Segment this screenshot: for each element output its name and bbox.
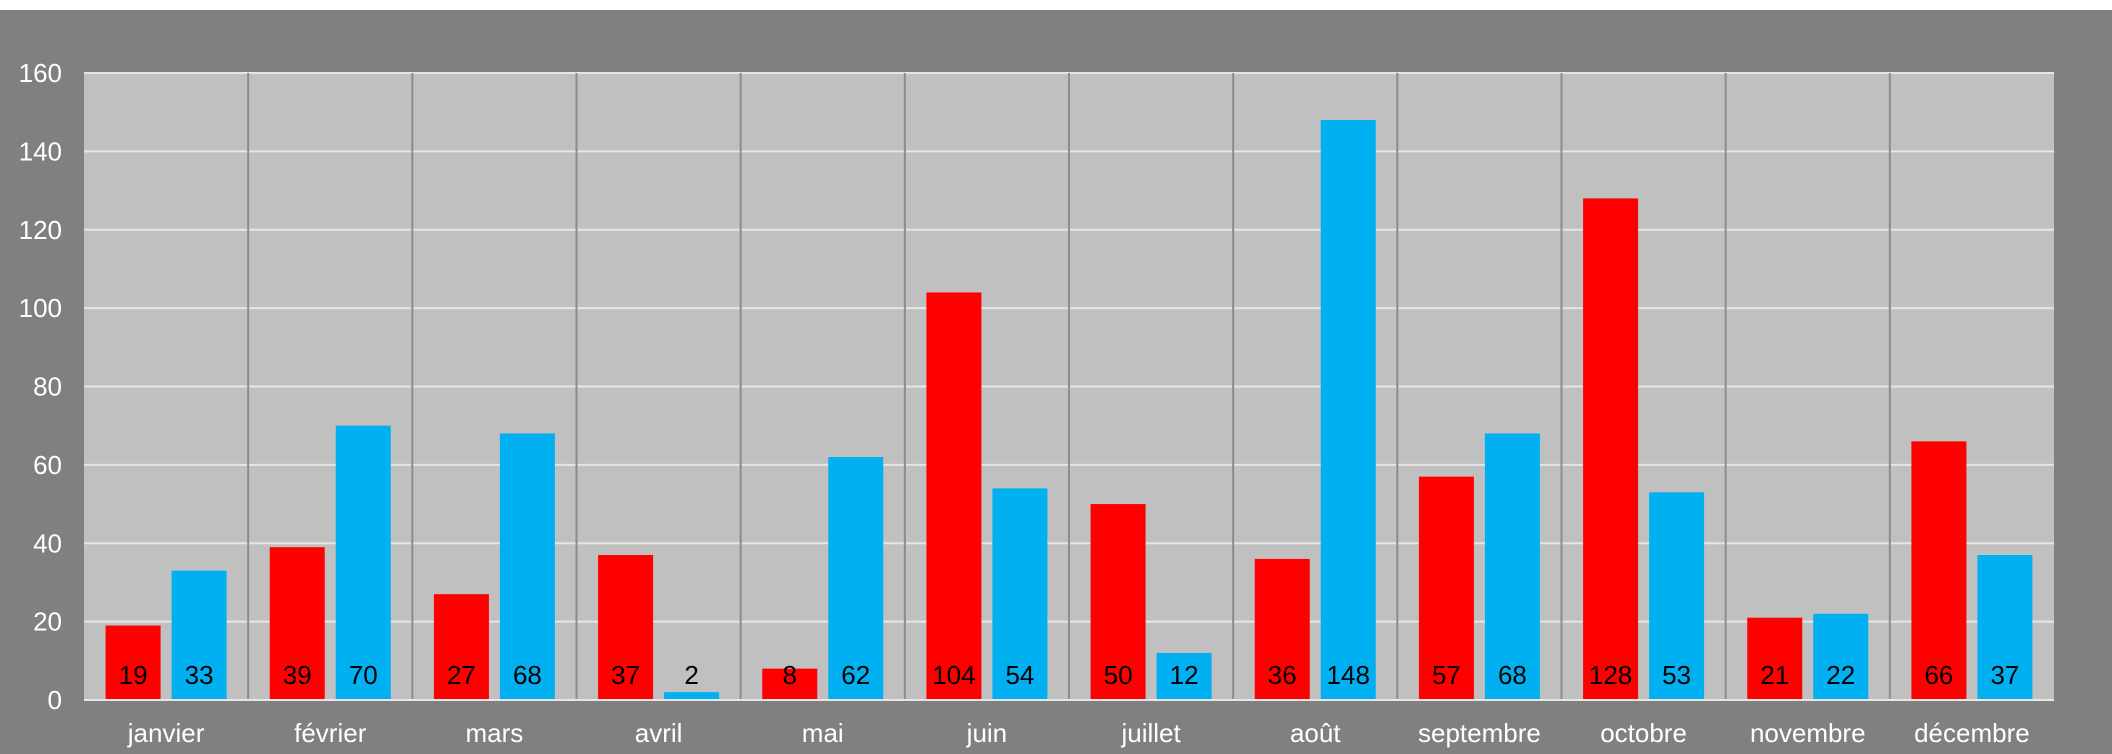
- bar: [1418, 476, 1474, 700]
- data-label: 2: [684, 660, 698, 690]
- data-label: 68: [1498, 660, 1527, 690]
- y-tick-label: 40: [33, 528, 62, 558]
- data-label: 53: [1662, 660, 1691, 690]
- data-label: 57: [1432, 660, 1461, 690]
- data-label: 104: [932, 660, 975, 690]
- x-tick-label: juillet: [1120, 718, 1181, 748]
- x-tick-label: septembre: [1418, 718, 1541, 748]
- data-label: 19: [119, 660, 148, 690]
- data-label: 148: [1327, 660, 1370, 690]
- data-label: 39: [283, 660, 312, 690]
- bar: [828, 457, 884, 700]
- bar: [1813, 613, 1869, 700]
- x-tick-label: mars: [466, 718, 524, 748]
- y-tick-label: 80: [33, 372, 62, 402]
- x-tick-label: mai: [802, 718, 844, 748]
- x-tick-label: février: [294, 718, 367, 748]
- y-tick-label: 100: [19, 293, 62, 323]
- bar: [598, 555, 654, 700]
- x-tick-label: décembre: [1914, 718, 2030, 748]
- bar: [762, 668, 818, 700]
- bar: [1977, 555, 2033, 700]
- y-tick-label: 20: [33, 607, 62, 637]
- y-tick-label: 140: [19, 136, 62, 166]
- bar: [1090, 504, 1146, 700]
- data-label: 50: [1104, 660, 1133, 690]
- data-label: 12: [1170, 660, 1199, 690]
- data-label: 33: [185, 660, 214, 690]
- bar-chart: 0 20 40 60 80 100 120 140 160 19 33 janvier 39 70 févr…: [19, 58, 2054, 748]
- data-label: 62: [841, 660, 870, 690]
- x-tick-label: octobre: [1600, 718, 1687, 748]
- data-label: 22: [1826, 660, 1855, 690]
- data-label: 37: [611, 660, 640, 690]
- x-tick-label: novembre: [1750, 718, 1866, 748]
- data-label: 128: [1589, 660, 1632, 690]
- y-tick-label: 60: [33, 450, 62, 480]
- bar: [1484, 433, 1540, 700]
- bar: [1747, 617, 1803, 700]
- data-label: 54: [1005, 660, 1034, 690]
- data-label: 66: [1924, 660, 1953, 690]
- data-label: 21: [1760, 660, 1789, 690]
- y-tick-label: 120: [19, 215, 62, 245]
- bar: [433, 594, 489, 700]
- data-label: 70: [349, 660, 378, 690]
- x-tick-label: juin: [966, 718, 1007, 748]
- bar: [664, 692, 720, 700]
- bar: [1911, 441, 1967, 700]
- x-tick-label: avril: [635, 718, 683, 748]
- bar: [105, 625, 161, 700]
- chart-area: 0 20 40 60 80 100 120 140 160 19 33 janvier 39 70 févr…: [0, 10, 2112, 754]
- data-label: 68: [513, 660, 542, 690]
- y-tick-label: 160: [19, 58, 62, 88]
- data-label: 37: [1990, 660, 2019, 690]
- bar: [335, 425, 391, 700]
- bar: [1156, 652, 1212, 700]
- bar: [1254, 558, 1310, 700]
- bar: [171, 570, 227, 700]
- bar: [926, 292, 982, 700]
- data-label: 8: [783, 660, 797, 690]
- bar: [1583, 198, 1639, 700]
- bar: [1320, 120, 1376, 700]
- bar: [269, 547, 325, 700]
- bar: [992, 488, 1048, 700]
- y-tick-label: 0: [48, 685, 62, 715]
- data-label: 27: [447, 660, 476, 690]
- bar: [1649, 492, 1705, 700]
- data-label: 36: [1268, 660, 1297, 690]
- x-tick-label: janvier: [127, 718, 205, 748]
- bar: [499, 433, 555, 700]
- x-tick-label: août: [1290, 718, 1341, 748]
